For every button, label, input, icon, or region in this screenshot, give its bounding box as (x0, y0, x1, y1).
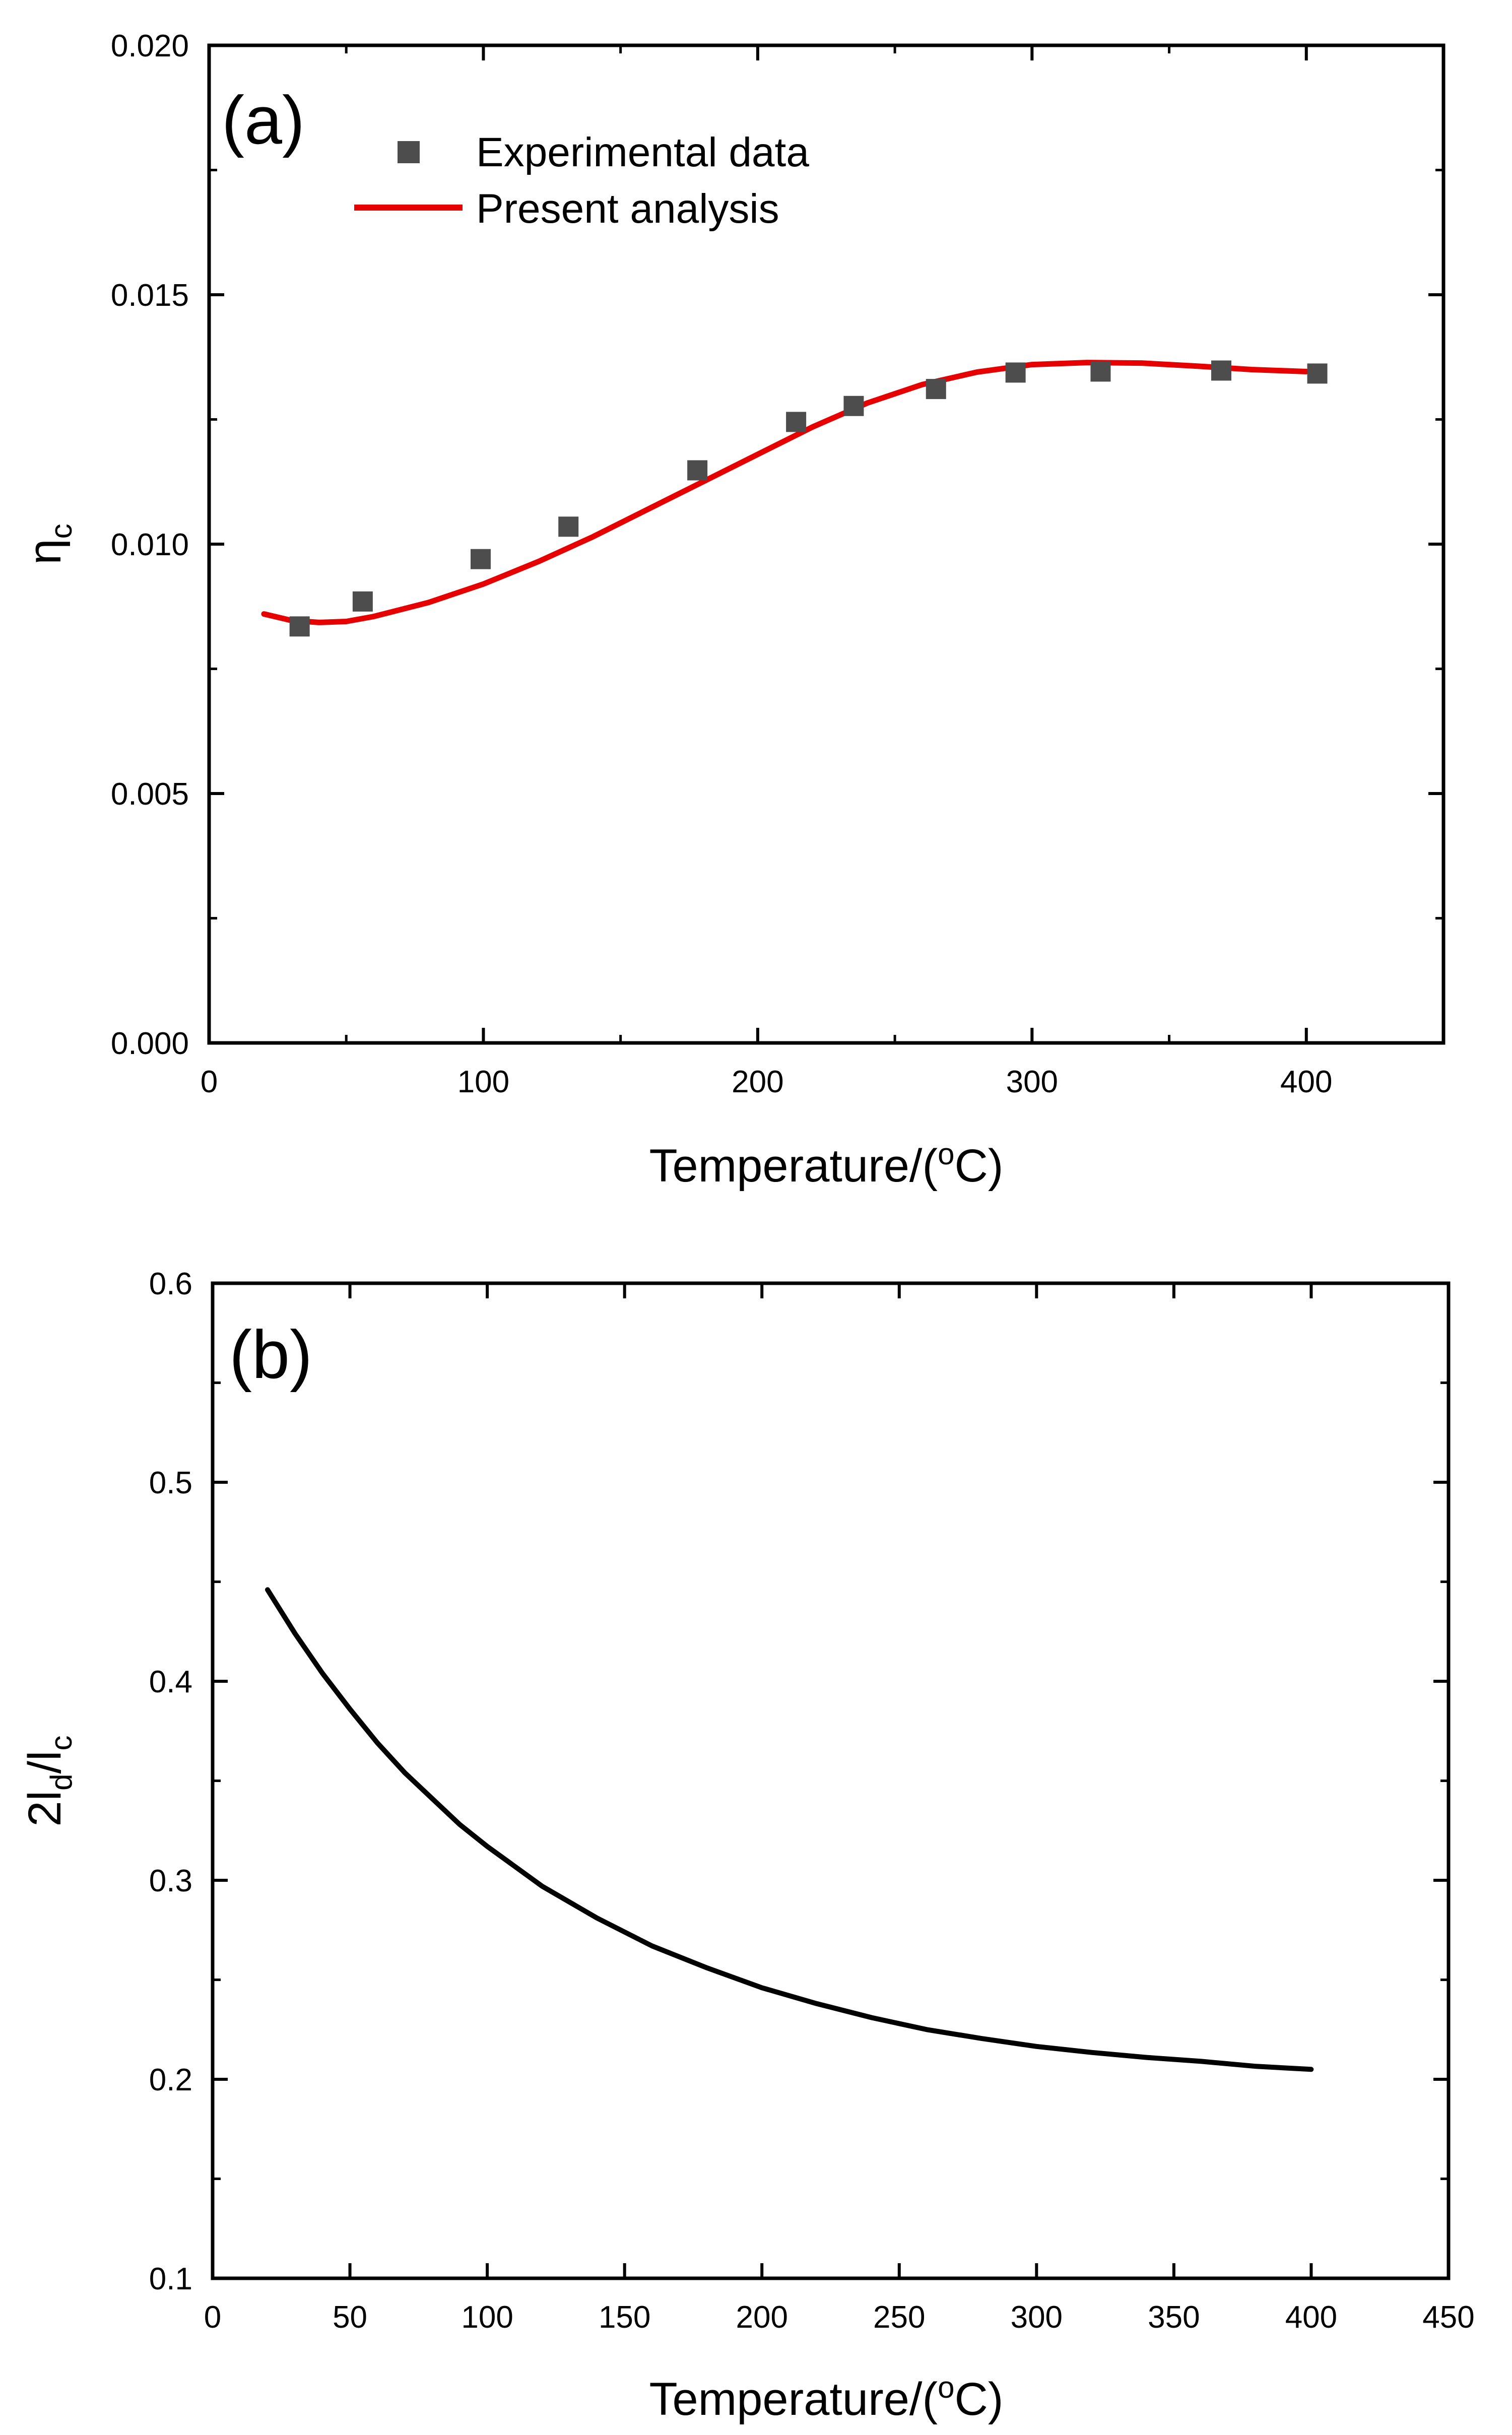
x-tick-label: 200 (732, 1065, 783, 1099)
data-point (926, 379, 946, 400)
y-tick-label: 0.015 (111, 278, 189, 313)
series-line (265, 1587, 1314, 2072)
panel-a-plot-frame (207, 43, 1445, 1045)
data-point (843, 396, 864, 416)
panel-b-y-axis-title: 2ld/lc (19, 1736, 78, 1827)
legend-marker-experimental (398, 141, 420, 163)
y-tick-label: 0.010 (111, 528, 189, 562)
data-point (786, 412, 807, 432)
x-tick-label: 100 (461, 2300, 513, 2335)
x-tick-label: 200 (736, 2300, 787, 2335)
panel-a-x-axis-title: Temperature/(oC) (649, 1137, 1003, 1192)
x-tick-label: 350 (1148, 2300, 1200, 2335)
panel-b-series (265, 1587, 1314, 2072)
panel-b-chart: 0 50 100 150 200 250 300 350 400 450 0.1 0.2 0.3 0.4 0… (19, 1267, 1475, 2425)
data-point (471, 549, 491, 569)
data-point (1307, 363, 1328, 384)
x-tick-label: 400 (1280, 1065, 1332, 1099)
y-tick-label: 0.000 (111, 1026, 189, 1061)
y-tick-label: 0.3 (149, 1864, 192, 1898)
data-point (558, 516, 579, 537)
x-tick-label: 250 (873, 2300, 925, 2335)
y-tick-label: 0.2 (149, 2063, 192, 2097)
x-tick-label: 100 (457, 1065, 509, 1099)
x-tick-label: 150 (599, 2300, 650, 2335)
legend-label-present-analysis: Present analysis (476, 186, 779, 232)
panel-b-tick-labels: 0 50 100 150 200 250 300 350 400 450 0.1 0.2 0.3 0.4 0… (149, 1267, 1475, 2335)
data-point (687, 460, 708, 481)
panel-a-legend: Experimental data Present analysis (354, 129, 809, 232)
data-point (1211, 360, 1231, 381)
panel-a-tick-labels: 0 100 200 300 400 0.000 0.005 0.010 0.015 0.020 (111, 29, 1333, 1099)
y-tick-label: 0.005 (111, 777, 189, 812)
data-point (1090, 361, 1111, 382)
legend-label-experimental: Experimental data (476, 129, 809, 175)
panel-b-x-axis-title: Temperature/(oC) (649, 2371, 1003, 2425)
y-tick-label: 0.5 (149, 1466, 192, 1500)
x-tick-label: 0 (201, 1065, 218, 1099)
y-tick-label: 0.6 (149, 1267, 192, 1301)
x-tick-label: 450 (1422, 2300, 1474, 2335)
panel-a-chart: 0 100 200 300 400 0.000 0.005 0.010 0.015 0.020 (… (19, 29, 1445, 1192)
data-point (289, 616, 310, 637)
x-tick-label: 50 (333, 2300, 367, 2335)
panel-b-plot-frame (211, 1281, 1451, 2280)
panel-b-label: (b) (229, 1317, 312, 1393)
y-tick-label: 0.020 (111, 29, 189, 63)
y-tick-label: 0.1 (149, 2262, 192, 2296)
series-line (261, 360, 1309, 625)
x-tick-label: 400 (1285, 2300, 1337, 2335)
panel-a-y-axis-title: ηc (19, 523, 78, 564)
data-point (352, 591, 373, 612)
y-tick-label: 0.4 (149, 1665, 192, 1699)
x-tick-label: 300 (1011, 2300, 1063, 2335)
panel-b-ticks (211, 1282, 1450, 2280)
panel-a-ticks (208, 44, 1443, 1044)
x-tick-label: 0 (204, 2300, 221, 2335)
panel-a-series (261, 360, 1328, 637)
data-point (1005, 362, 1026, 383)
x-tick-label: 300 (1006, 1065, 1058, 1099)
panel-a-label: (a) (222, 82, 305, 158)
